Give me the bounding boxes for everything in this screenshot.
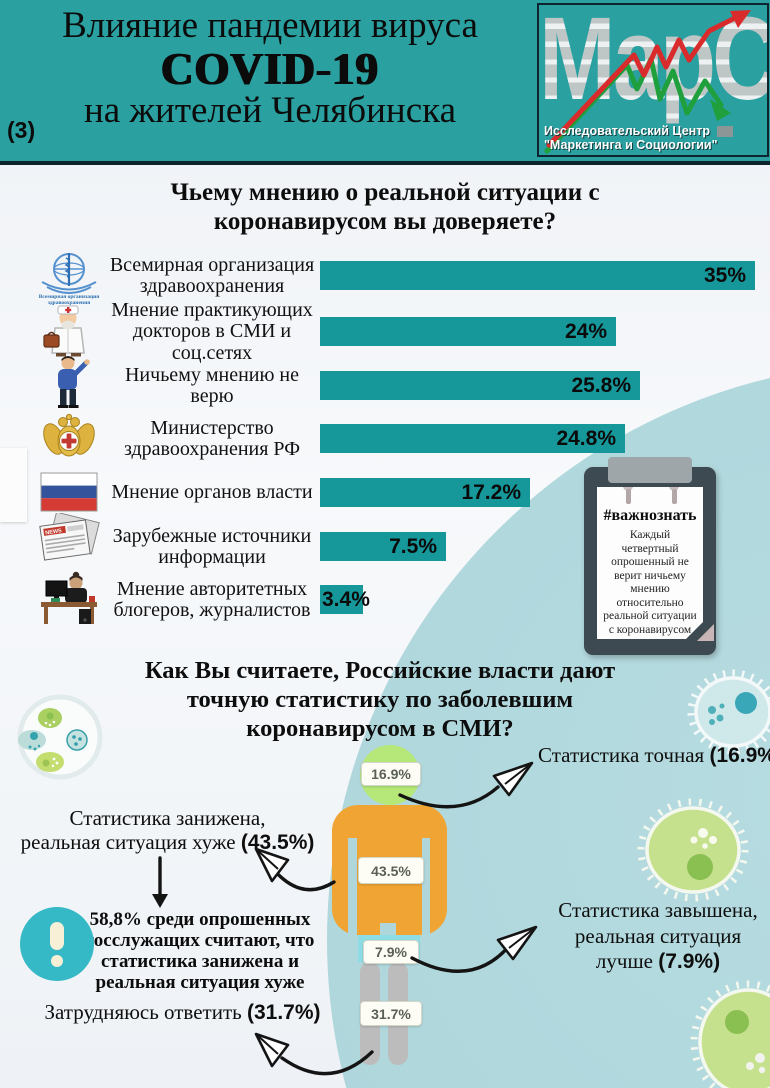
value-badge-waist: 7.9% [363, 940, 419, 964]
left-edge-tab [0, 448, 27, 522]
title-line-3: на жителей Челябинска [83, 90, 456, 131]
newspapers-icon: NEWS [22, 511, 116, 567]
bar-category-label: Мнение практикующих докторов в СМИ и соц… [111, 298, 313, 364]
logo-square-icon [716, 126, 733, 138]
clipboard-paper: #важнознать Каждый четвертный опрошенный… [597, 487, 703, 639]
russia-flag-icon [22, 464, 116, 520]
page-number: (3) [7, 117, 36, 143]
bar-value: 25.8% [571, 373, 631, 397]
note-text: Каждый четвертный опрошенный не верит ни… [603, 529, 697, 636]
value-badge-head: 16.9% [361, 762, 421, 786]
bar-chart-title: Чьему мнению о реальной ситуации с корон… [170, 179, 600, 235]
annotation-overstated: Статистика завышена, реальная ситуация л… [558, 898, 758, 974]
annotation-undecided: Затрудняюсь ответить (31.7%) [44, 1000, 321, 1024]
pictogram-chart-title: Как Вы считаете, Российские власти дают … [144, 657, 616, 742]
bar-bloggers: 3.4% [320, 585, 370, 614]
bar-category-label: Министерство здравоохранения РФ [123, 416, 301, 460]
bar-foreign-sources: 7.5% [320, 532, 446, 561]
clipboard-clip-icon [608, 457, 692, 483]
bar-category-label: Мнение органов власти [111, 481, 313, 504]
bar-value: 24% [564, 319, 607, 343]
bar-category-label: Всемирная организация здравоохранения [109, 253, 315, 297]
bar-category-label: Мнение авторитетных блогеров, журналисто… [113, 577, 311, 621]
annotation-understated: Статистика занижена, реальная ситуация х… [20, 806, 315, 855]
who-icon-caption: Всемирная организация здравоохранения [38, 293, 100, 306]
bar-value: 7.5% [389, 534, 437, 558]
logo-caption: Исследовательский Центр "Маркетинга и Со… [544, 124, 733, 152]
bar-nobody: 25.8% [320, 371, 640, 400]
bar-value: 17.2% [461, 480, 521, 504]
bar-value: 35% [703, 263, 746, 287]
paper-fold-icon [697, 624, 714, 641]
bar-ministry: 24.8% [320, 424, 625, 453]
bar-category-label: Зарубежные источники информации [112, 524, 312, 568]
blogger-icon [22, 568, 116, 626]
marc-logo: МарС Исследовательский Центр "Маркетинга… [537, 3, 769, 157]
health-ministry-emblem-icon [22, 412, 116, 468]
doctor-icon [22, 303, 116, 359]
logo-trend-arrows-icon [544, 10, 751, 154]
logo-caption-line1: Исследовательский Центр [544, 124, 710, 138]
value-badge-torso: 43.5% [358, 857, 424, 884]
bar-who: 35% [320, 261, 755, 290]
bar-doctors: 24% [320, 317, 616, 346]
officials-callout: 58,8% среди опрошенных госслужащих счита… [85, 909, 315, 993]
note-hashtag: #важнознать [603, 507, 697, 524]
bar-authorities: 17.2% [320, 478, 530, 507]
man-pointing-icon [22, 354, 116, 410]
who-emblem-icon: Всемирная организация здравоохранения [22, 250, 116, 308]
header: Влияние пандемии вируса COVID-19 на жите… [0, 0, 770, 165]
value-badge-legs: 31.7% [360, 1001, 422, 1026]
logo-caption-line2: "Маркетинга и Социологии" [544, 138, 718, 152]
annotation-accurate: Статистика точная (16.9%) [538, 743, 770, 767]
exclamation-icon [20, 907, 94, 981]
title-line-1: Влияние пандемии вируса [62, 5, 478, 46]
bar-category-label: Ничьему мнению не верю [124, 363, 300, 407]
page-title: Влияние пандемии вируса COVID-19 на жите… [0, 0, 540, 131]
svg-text:NEWS: NEWS [45, 528, 63, 536]
clipboard-note: #важнознать Каждый четвертный опрошенный… [584, 457, 716, 655]
bar-value: 3.4% [322, 587, 370, 611]
title-line-2: COVID-19 [161, 44, 379, 94]
bar-value: 24.8% [556, 426, 616, 450]
